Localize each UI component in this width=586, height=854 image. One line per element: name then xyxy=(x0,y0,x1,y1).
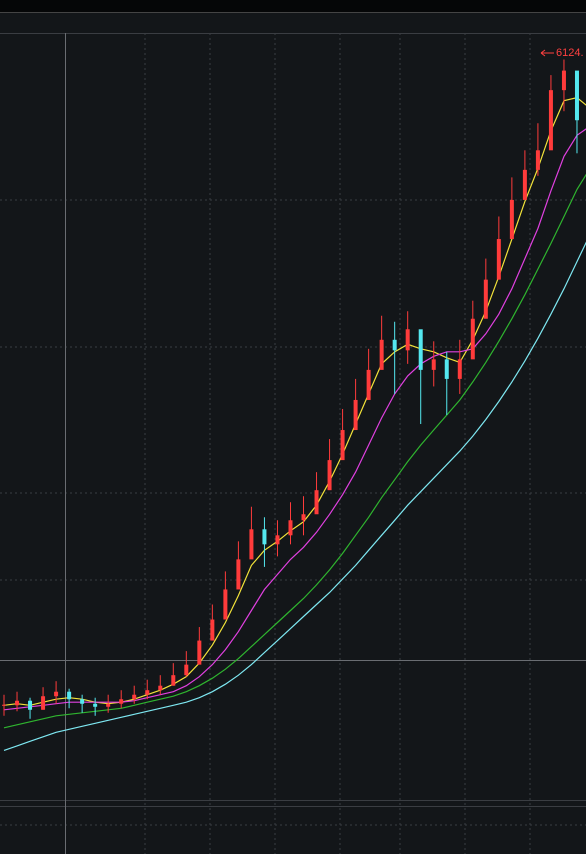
candle-body xyxy=(483,279,488,319)
candle-body xyxy=(236,559,241,590)
candle-body xyxy=(509,199,514,240)
candle-body xyxy=(301,514,306,521)
ma-line xyxy=(3,128,586,711)
candle-body xyxy=(275,535,280,545)
candle-body xyxy=(353,399,358,431)
plot xyxy=(2,59,586,751)
candle-body xyxy=(496,239,501,280)
candle-body xyxy=(171,675,176,686)
candle-body xyxy=(145,690,150,695)
candle-body xyxy=(327,460,332,491)
candle-body xyxy=(574,70,579,121)
candle-body xyxy=(119,699,124,704)
candle-body xyxy=(41,696,46,710)
candle-body xyxy=(470,318,475,360)
candle-body xyxy=(106,703,111,707)
max-arrow-head xyxy=(540,49,546,57)
candle-body xyxy=(379,339,384,370)
top-bar xyxy=(0,0,586,12)
ma-line xyxy=(3,241,586,751)
candle-body xyxy=(15,700,20,706)
candle-body xyxy=(223,589,228,620)
candle-body xyxy=(340,430,345,461)
candle-body xyxy=(392,339,397,351)
candle-body xyxy=(54,691,59,697)
ma-line xyxy=(3,97,586,706)
candle-body xyxy=(535,150,540,170)
candle-body xyxy=(249,529,254,560)
candle-body xyxy=(93,703,98,707)
candle-body xyxy=(80,699,85,704)
ma-line xyxy=(3,173,586,729)
candle-body xyxy=(288,520,293,536)
candle-body xyxy=(457,359,462,379)
candle-body xyxy=(197,640,202,665)
candle-body xyxy=(418,329,423,370)
max-label: 6124. xyxy=(556,47,584,59)
candle-body xyxy=(405,329,410,351)
candle-body xyxy=(184,664,189,676)
candle-body xyxy=(28,700,33,710)
candle-body xyxy=(522,169,527,200)
candle-body xyxy=(67,691,72,700)
candle-body xyxy=(262,529,267,545)
candle-body xyxy=(132,694,137,700)
candle-body xyxy=(366,369,371,400)
candle-body xyxy=(561,70,566,91)
candle-body xyxy=(314,490,319,515)
candle-body xyxy=(158,685,163,691)
candle-body xyxy=(444,359,449,379)
candle-body xyxy=(431,359,436,370)
candle-body xyxy=(210,619,215,641)
candle-body xyxy=(548,90,553,151)
